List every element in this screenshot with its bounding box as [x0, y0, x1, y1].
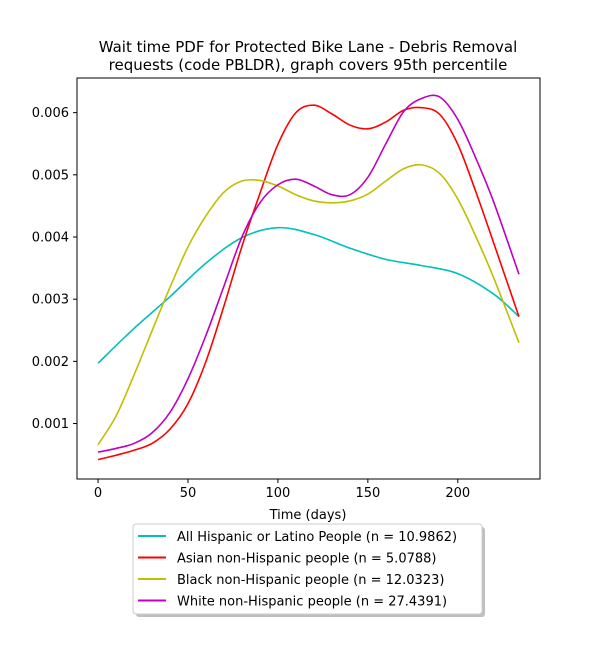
legend-label-4: White non-Hispanic people (n = 27.4391)	[177, 595, 447, 610]
y-tick-label-1: 0.001	[32, 417, 69, 432]
y-tick-label-5: 0.005	[32, 168, 69, 183]
legend-box	[132, 523, 483, 615]
legend-items: All Hispanic or Latino People (n = 10.98…	[138, 530, 457, 610]
legend-label-3: Black non-Hispanic people (n = 12.0323)	[177, 573, 444, 588]
x-axis: 0 50 100 150 200	[94, 479, 470, 501]
x-tick-label-100: 100	[266, 486, 291, 501]
series-line-2	[97, 104, 520, 461]
x-tick-label-0: 0	[94, 486, 102, 501]
plot-frame	[76, 77, 541, 480]
y-tick-label-2: 0.002	[32, 355, 69, 370]
x-tick-label-50: 50	[180, 486, 197, 501]
y-axis: 0.001 0.002 0.003 0.004 0.005 0.006	[32, 106, 77, 432]
y-tick-label-4: 0.004	[32, 230, 69, 245]
legend-label-1: All Hispanic or Latino People (n = 10.98…	[177, 530, 457, 545]
x-tick-label-150: 150	[355, 486, 380, 501]
series-line-3	[97, 163, 520, 446]
plot-lines	[97, 94, 520, 461]
chart-title-line-1: Wait time PDF for Protected Bike Lane - …	[99, 38, 518, 56]
series-line-1	[97, 226, 520, 364]
x-axis-label: Time (days)	[269, 508, 347, 523]
x-tick-label-200: 200	[445, 486, 470, 501]
series-line-4	[97, 94, 520, 453]
legend: All Hispanic or Latino People (n = 10.98…	[132, 523, 485, 617]
chart-title-line-2: requests (code PBLDR), graph covers 95th…	[109, 56, 508, 74]
legend-label-2: Asian non-Hispanic people (n = 5.0788)	[177, 552, 436, 567]
y-tick-label-6: 0.006	[32, 106, 69, 121]
y-tick-label-3: 0.003	[32, 293, 69, 308]
